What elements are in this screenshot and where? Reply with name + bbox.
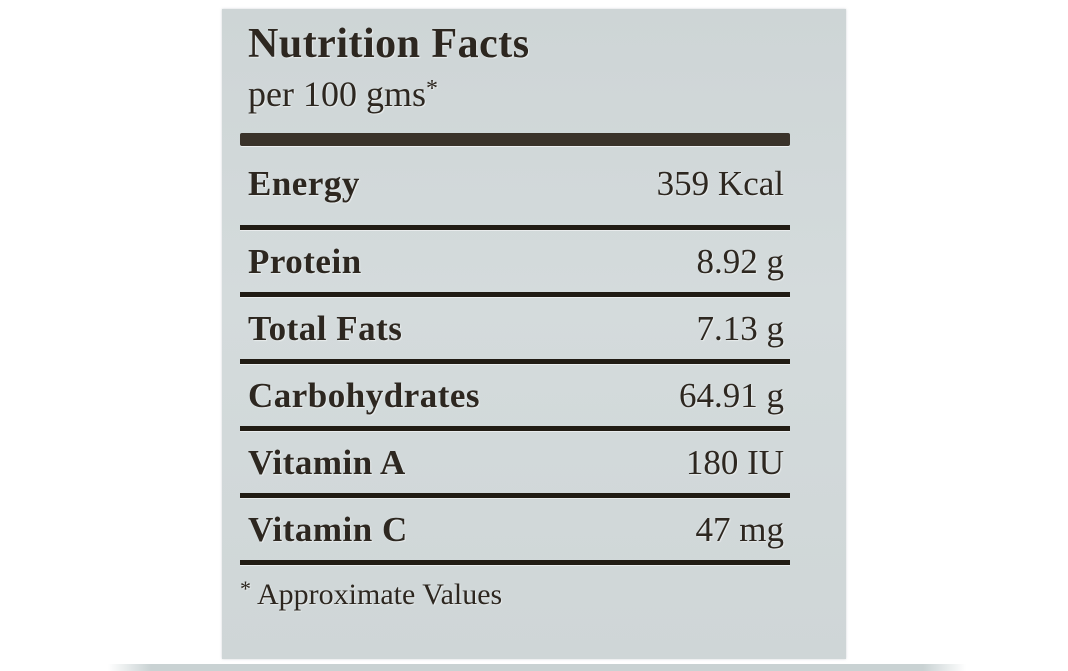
row-separator bbox=[240, 359, 790, 364]
nutrient-row-total-fats: Total Fats 7.13 g bbox=[240, 297, 790, 359]
nutrition-facts-content: Nutrition Facts per 100 gms* Energy 359 … bbox=[222, 9, 846, 613]
nutrient-row-energy: Energy 359 Kcal bbox=[240, 146, 790, 225]
nutrient-name: Total Fats bbox=[248, 309, 403, 348]
nutrient-row-carbohydrates: Carbohydrates 64.91 g bbox=[240, 364, 790, 426]
nutrient-value: 47 mg bbox=[695, 510, 784, 549]
serving-size-subtitle: per 100 gms* bbox=[240, 74, 790, 115]
nutrient-name: Energy bbox=[248, 164, 360, 203]
serving-size-text: per 100 gms bbox=[248, 74, 426, 114]
nutrition-facts-title: Nutrition Facts bbox=[248, 21, 530, 67]
package-bottom-shadow bbox=[108, 664, 966, 671]
nutrient-value: 180 IU bbox=[685, 443, 784, 482]
nutrient-value: 8.92 g bbox=[696, 242, 785, 281]
row-separator bbox=[240, 225, 790, 230]
row-separator bbox=[240, 560, 790, 565]
footnote-marker-superscript: * bbox=[425, 76, 438, 102]
nutrient-name: Protein bbox=[248, 242, 362, 281]
nutrition-facts-panel: Nutrition Facts per 100 gms* Energy 359 … bbox=[222, 9, 846, 659]
nutrient-row-vitamin-a: Vitamin A 180 IU bbox=[240, 431, 790, 493]
header-divider-bar bbox=[240, 133, 790, 146]
footnote-marker: * bbox=[240, 576, 251, 601]
approximate-values-footnote: * Approximate Values bbox=[240, 577, 790, 613]
nutrient-value: 359 Kcal bbox=[656, 164, 784, 203]
row-separator bbox=[240, 493, 790, 498]
row-separator bbox=[240, 292, 790, 297]
nutrient-value: 7.13 g bbox=[696, 309, 785, 348]
nutrient-row-vitamin-c: Vitamin C 47 mg bbox=[240, 498, 790, 560]
row-separator bbox=[240, 426, 790, 431]
nutrient-row-protein: Protein 8.92 g bbox=[240, 230, 790, 292]
footnote-text: Approximate Values bbox=[257, 578, 503, 611]
nutrient-name: Vitamin A bbox=[248, 443, 406, 482]
nutrient-value: 64.91 g bbox=[679, 376, 784, 415]
nutrient-name: Vitamin C bbox=[248, 510, 408, 549]
nutrient-name: Carbohydrates bbox=[248, 376, 481, 415]
